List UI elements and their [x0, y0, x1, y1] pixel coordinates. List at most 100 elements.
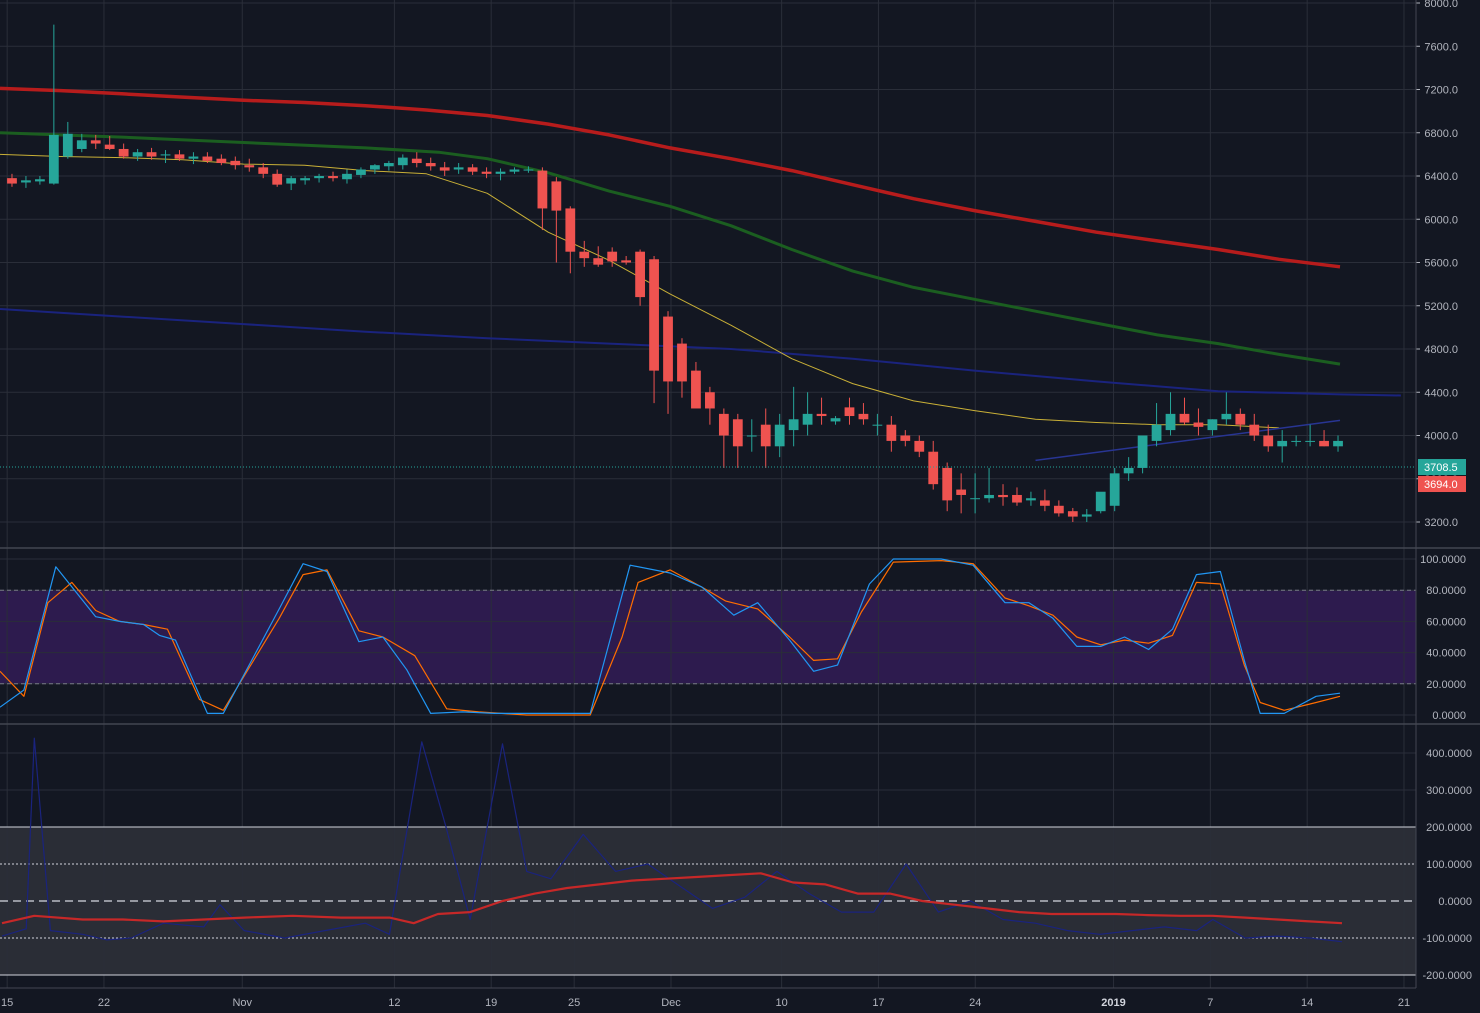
candle-body [970, 498, 980, 500]
candle-body [537, 170, 548, 209]
date-tick-label: 21 [1398, 997, 1410, 1009]
candle-body [732, 419, 743, 447]
candle-body [370, 165, 380, 170]
candle-body [649, 259, 659, 371]
candle-body [467, 167, 478, 172]
price-tick-label: 8000.0 [1424, 0, 1458, 10]
candle-body [188, 156, 199, 159]
candle-body [62, 133, 73, 157]
candle-body [872, 424, 883, 426]
ma-blue-line [0, 308, 1401, 397]
candle-body [942, 467, 953, 501]
candle-body [1263, 435, 1274, 447]
cci-tick-label: 100.0000 [1426, 859, 1472, 871]
candle-body [705, 392, 715, 409]
candle-body [7, 178, 17, 184]
candle-body [1012, 494, 1022, 503]
stoch-k-line [0, 558, 1341, 714]
stoch-tick-label: 20.0000 [1426, 679, 1466, 691]
candle-body [579, 251, 590, 259]
candle-body [774, 424, 785, 447]
candle-body [439, 167, 450, 171]
candle-body [328, 176, 338, 179]
price-tick-label: 6800.0 [1424, 128, 1458, 140]
candle-body [677, 343, 687, 382]
candle-body [146, 152, 157, 157]
candle-body [118, 148, 129, 157]
candle-body [844, 407, 855, 417]
candle-body [1277, 440, 1288, 447]
candle-body [691, 370, 701, 409]
candle-body [984, 494, 994, 499]
cci-tick-label: 0.0000 [1438, 896, 1472, 908]
candle-body [663, 316, 673, 382]
candle-body [1305, 440, 1315, 442]
candle-body [607, 251, 618, 262]
candle-body [886, 424, 897, 441]
stoch-d-line [0, 560, 1341, 716]
candle-body [1207, 419, 1218, 431]
candle-body [621, 260, 632, 263]
candle-body [1026, 498, 1036, 501]
cci-tick-label: 300.0000 [1426, 785, 1472, 797]
candle-body [1221, 413, 1232, 420]
candle-body [244, 165, 255, 168]
candle-body [1151, 424, 1162, 441]
last-price-label: 3708.5 [1424, 462, 1458, 474]
candle-body [998, 494, 1008, 498]
candle-body [272, 173, 283, 185]
candle-body [788, 419, 799, 431]
candle-body [230, 160, 241, 166]
candle-body [397, 157, 408, 166]
last-price-tag [1418, 459, 1466, 476]
candle-body [1081, 514, 1092, 517]
candle-body [956, 489, 967, 495]
date-tick-label: 10 [776, 997, 788, 1009]
cci-tick-label: -100.0000 [1422, 933, 1472, 945]
candle-body [1095, 491, 1106, 512]
date-tick-label: 25 [568, 997, 580, 1009]
price-tick-label: 5200.0 [1424, 301, 1458, 313]
candle-body [216, 158, 227, 164]
candle-body [1249, 424, 1260, 436]
open-price-tag [1418, 476, 1466, 493]
cci-tick-label: 400.0000 [1426, 748, 1472, 760]
price-tick-label: 4800.0 [1424, 344, 1458, 356]
candle-body [1165, 413, 1176, 431]
candle-body [21, 180, 31, 183]
date-tick-label: 14 [1301, 997, 1313, 1009]
candle-body [495, 171, 506, 174]
cci-ma-line [1, 872, 1343, 925]
candle-body [286, 178, 297, 184]
candle-body [1193, 422, 1204, 427]
date-tick-label: 15 [1, 997, 13, 1009]
candle-body [314, 176, 324, 179]
candle-body [858, 413, 869, 420]
candle-body [593, 258, 604, 265]
candle-body [635, 251, 645, 298]
stoch-tick-label: 40.0000 [1426, 648, 1466, 660]
candle-body [35, 179, 45, 182]
candle-body [928, 451, 939, 485]
candle-body [300, 178, 310, 181]
date-tick-label: 22 [98, 997, 110, 1009]
candle-body [1109, 473, 1120, 506]
stoch-tick-label: 100.0000 [1420, 554, 1466, 566]
candle-body [746, 435, 757, 437]
date-tick-label: 2019 [1101, 997, 1125, 1009]
candle-body [760, 424, 771, 447]
candle-body [258, 167, 269, 174]
candle-body [342, 173, 352, 180]
candle-body [453, 167, 464, 170]
candle-body [1291, 440, 1302, 442]
candle-body [481, 171, 492, 174]
candle-body [356, 169, 366, 175]
candle-body [565, 208, 576, 252]
candle-body [1123, 467, 1134, 474]
candle-body [523, 169, 534, 171]
trendline [1035, 419, 1341, 462]
candle-body [802, 413, 813, 425]
candle-body [1235, 413, 1246, 425]
price-tick-label: 6400.0 [1424, 171, 1458, 183]
